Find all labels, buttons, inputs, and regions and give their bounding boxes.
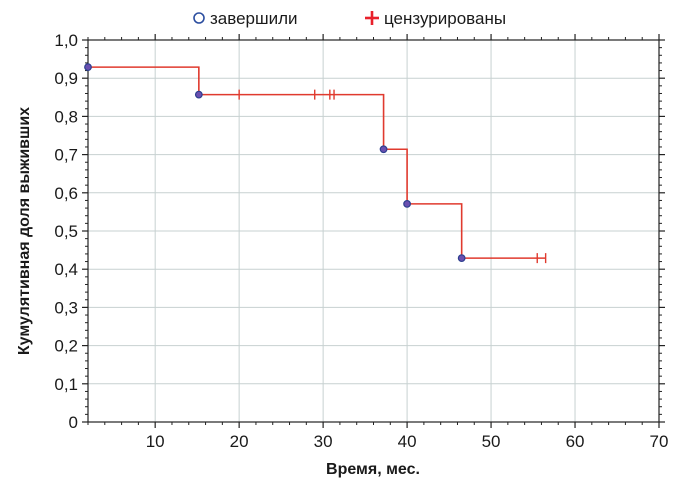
event-point xyxy=(84,63,92,72)
x-tick-label: 20 xyxy=(230,432,249,451)
y-tick-label: 0,8 xyxy=(54,107,78,126)
y-tick-label: 0,5 xyxy=(54,222,78,241)
y-tick-label: 0,1 xyxy=(54,375,78,394)
y-tick-label: 0,7 xyxy=(54,146,78,165)
event-point xyxy=(403,199,411,208)
event-marks xyxy=(84,63,466,263)
x-tick-label: 60 xyxy=(566,432,585,451)
x-axis-ticks: 10 20 30 40 50 60 70 xyxy=(87,34,669,451)
y-tick-label: 0,2 xyxy=(54,337,78,356)
survival-curve xyxy=(88,66,546,259)
legend-event-marker xyxy=(193,12,205,24)
y-tick-label: 0,3 xyxy=(54,298,78,317)
y-tick-label: 0 xyxy=(69,413,78,432)
x-tick-label: 50 xyxy=(482,432,501,451)
y-axis-ticks: 0 0,1 0,2 0,3 0,4 0,5 0,6 0,7 0,8 0,9 1,0 xyxy=(54,31,665,432)
event-point xyxy=(379,145,388,154)
legend-censored-marker xyxy=(365,11,379,25)
legend-event-label: завершили xyxy=(210,9,298,28)
y-axis-title: Кумулятивная доля выживших xyxy=(16,107,33,355)
x-tick-label: 70 xyxy=(650,432,669,451)
event-point xyxy=(194,90,203,99)
event-point xyxy=(457,254,466,263)
y-tick-label: 0,4 xyxy=(54,260,78,279)
x-tick-label: 10 xyxy=(146,432,165,451)
y-tick-label: 0,6 xyxy=(54,184,78,203)
censored-marks xyxy=(238,89,547,264)
x-tick-label: 30 xyxy=(314,432,333,451)
gridlines xyxy=(88,40,659,422)
legend-censored-label: цензурированы xyxy=(384,9,506,28)
legend: завершили цензурированы xyxy=(193,9,506,28)
y-tick-label: 1,0 xyxy=(54,31,78,50)
x-tick-label: 40 xyxy=(398,432,417,451)
y-tick-label: 0,9 xyxy=(54,69,78,88)
x-axis-title: Время, мес. xyxy=(326,461,420,478)
